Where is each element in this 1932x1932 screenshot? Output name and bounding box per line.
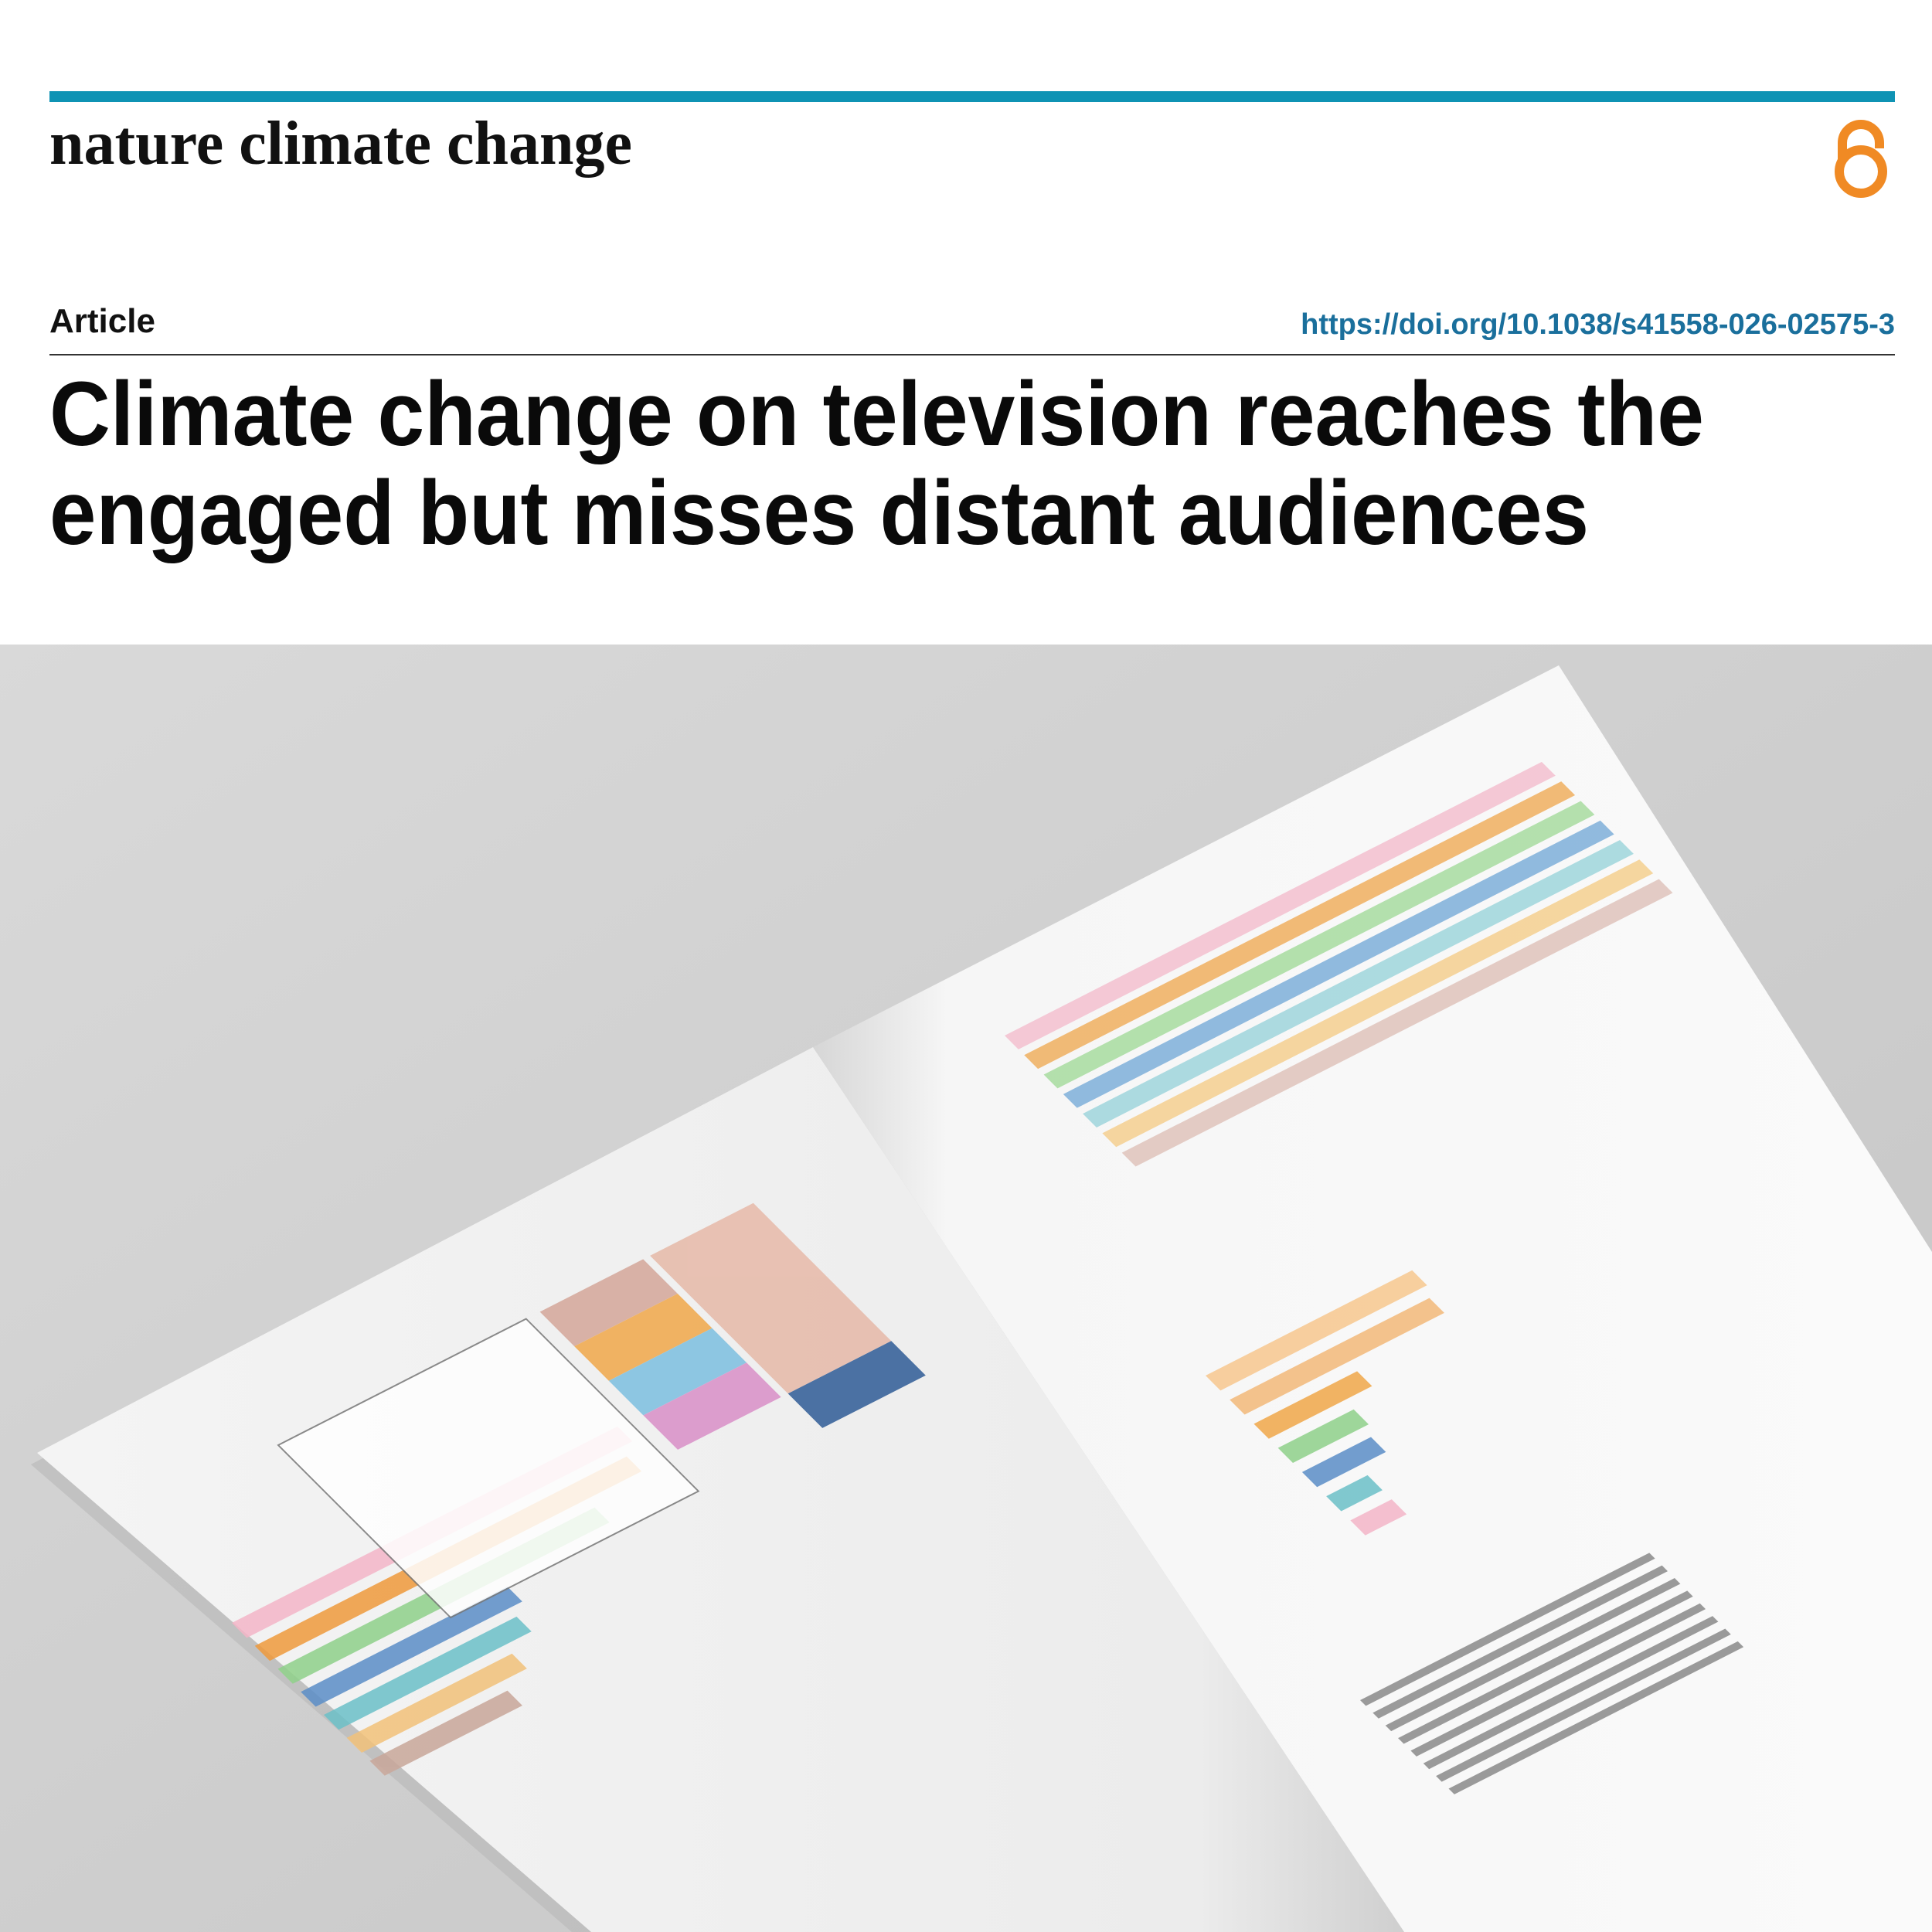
header-background xyxy=(0,0,1932,645)
accent-bar xyxy=(49,91,1895,102)
open-access-icon xyxy=(1835,120,1887,198)
magazine-photo xyxy=(0,645,1932,1932)
doi-link[interactable]: https://doi.org/10.1038/s41558-026-02575… xyxy=(1301,308,1895,341)
title-line: engaged but misses distant audiences xyxy=(49,462,1589,564)
article-type: Article xyxy=(49,302,155,340)
title-line: Climate change on television reaches the xyxy=(49,363,1704,465)
journal-name: nature climate change xyxy=(49,110,632,178)
